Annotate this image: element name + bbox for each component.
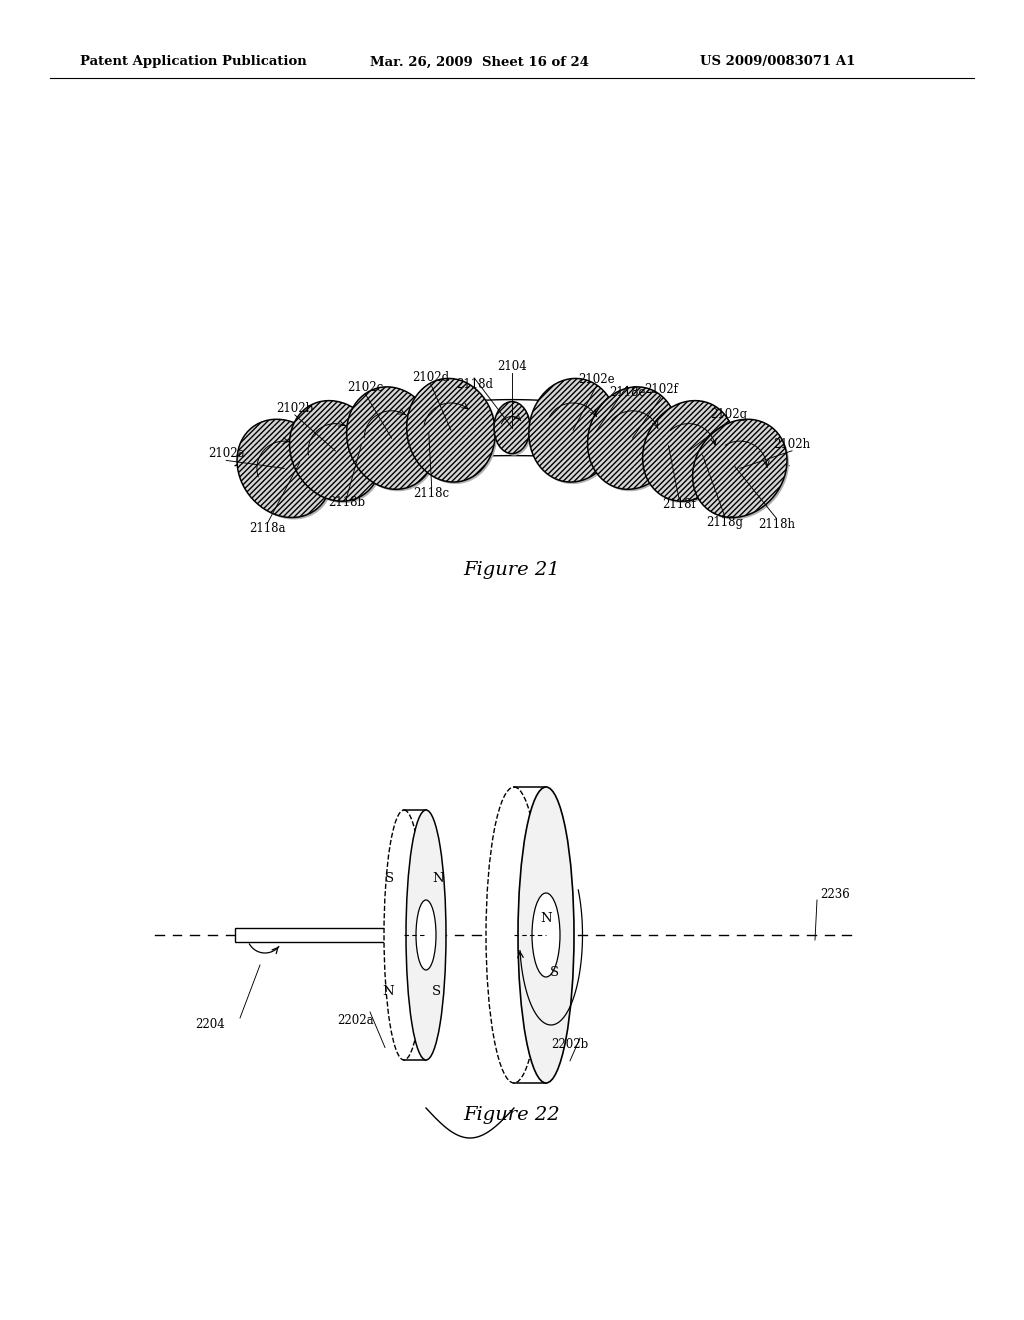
Ellipse shape [406,810,446,1060]
Text: 2102h: 2102h [773,438,811,451]
Text: Figure 22: Figure 22 [464,1106,560,1125]
Text: 2204: 2204 [196,1019,225,1031]
Text: 2118b: 2118b [329,496,366,510]
Text: 2102e: 2102e [578,374,614,387]
Text: Mar. 26, 2009  Sheet 16 of 24: Mar. 26, 2009 Sheet 16 of 24 [370,55,589,69]
Text: 2102c: 2102c [347,381,384,395]
Text: 2102d: 2102d [412,371,450,384]
Text: 2118h: 2118h [758,519,795,532]
Ellipse shape [494,401,530,454]
Ellipse shape [486,787,542,1082]
Text: N: N [432,873,443,886]
Ellipse shape [407,379,496,482]
Text: 2102b: 2102b [276,401,313,414]
Text: 2236: 2236 [820,888,850,902]
Ellipse shape [292,403,383,503]
Ellipse shape [348,389,438,491]
Text: N: N [541,912,552,925]
Ellipse shape [530,380,620,484]
Ellipse shape [496,404,532,455]
Text: 2118c: 2118c [414,487,450,500]
Ellipse shape [532,894,560,977]
Text: 2118a: 2118a [250,523,286,536]
Ellipse shape [409,380,498,484]
Text: US 2009/0083071 A1: US 2009/0083071 A1 [700,55,855,69]
Text: 2102a: 2102a [208,447,245,461]
Ellipse shape [590,389,679,491]
Text: S: S [550,966,559,979]
Ellipse shape [416,900,436,970]
Text: 2102f: 2102f [644,384,678,396]
Ellipse shape [518,787,574,1082]
Bar [234,928,400,942]
Text: 2118d: 2118d [456,378,493,391]
Text: 2118e: 2118e [609,387,645,399]
Ellipse shape [528,379,617,482]
Text: 2118g: 2118g [707,516,743,529]
Text: 2202b: 2202b [551,1039,589,1052]
Ellipse shape [644,403,736,503]
Ellipse shape [239,421,334,520]
Ellipse shape [692,420,787,517]
Ellipse shape [384,810,424,1060]
Text: Figure 21: Figure 21 [464,561,560,579]
Ellipse shape [290,401,381,502]
Text: N: N [382,985,394,998]
Text: 2118f: 2118f [662,498,695,511]
Text: 2102g: 2102g [711,408,748,421]
Text: S: S [385,873,394,886]
Text: 2104: 2104 [497,360,527,374]
Text: S: S [432,985,441,998]
Ellipse shape [237,420,332,517]
Ellipse shape [588,387,677,490]
Ellipse shape [347,387,436,490]
Text: Patent Application Publication: Patent Application Publication [80,55,307,69]
Text: 2202a: 2202a [337,1014,374,1027]
Ellipse shape [694,421,788,520]
Ellipse shape [643,401,734,502]
